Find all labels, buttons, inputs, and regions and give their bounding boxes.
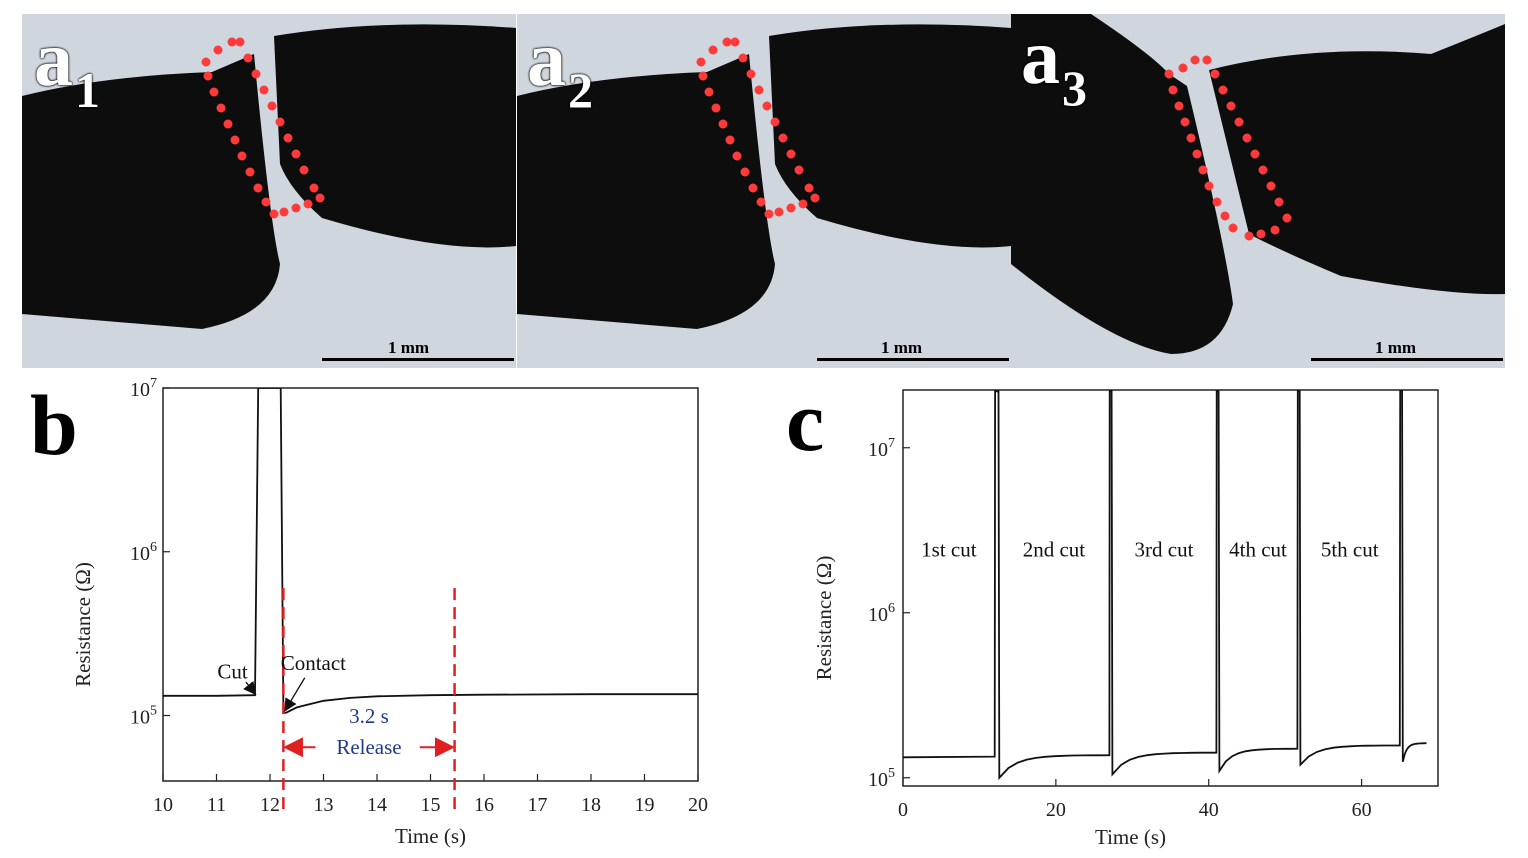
contact-arrow xyxy=(284,677,306,712)
dotted-outline xyxy=(696,37,820,219)
chart-c: 0 20 40 60 105 106 107 Time (s) Resistance (Ω) 1s… xyxy=(812,389,1439,849)
x-tick-label: 0 xyxy=(898,799,908,821)
panel-label-b: b xyxy=(30,377,78,473)
micrograph-a2-image xyxy=(517,24,1011,329)
x-tick-label: 12 xyxy=(260,794,280,816)
panel-label-a2: a2 xyxy=(527,15,593,118)
x-tick-label: 17 xyxy=(528,794,548,816)
dotted-outline xyxy=(1164,55,1292,241)
x-tick-label: 18 xyxy=(581,794,601,816)
y-axis-label: Resistance (Ω) xyxy=(812,556,836,681)
contact-label: Contact xyxy=(281,651,346,675)
x-tick-label: 14 xyxy=(367,794,387,816)
chart-b: 10 11 12 13 14 15 16 17 18 19 20 105 106 107 Time (s) R… xyxy=(71,378,708,848)
cut-label: 2nd cut xyxy=(1023,537,1086,561)
micrograph-a1: a1 1 mm xyxy=(22,14,516,368)
x-tick-label: 11 xyxy=(207,794,226,816)
cut-label: 4th cut xyxy=(1229,537,1287,561)
x-tick-label: 15 xyxy=(421,794,441,816)
micrograph-a3: a3 1 mm xyxy=(1011,14,1505,368)
y-tick-label: 105 xyxy=(130,704,157,729)
x-tick-label: 40 xyxy=(1199,799,1219,821)
plot-frame xyxy=(902,389,1439,787)
cut-arrow xyxy=(243,680,257,696)
x-tick-label: 19 xyxy=(635,794,655,816)
x-tick-label: 13 xyxy=(314,794,334,816)
y-axis-label: Resistance (Ω) xyxy=(71,562,95,687)
resistance-line xyxy=(163,388,698,714)
plot-frame xyxy=(162,387,699,782)
release-label: Release xyxy=(336,735,401,759)
panel-label-a3: a3 xyxy=(1021,14,1087,116)
panel-label-c: c xyxy=(786,373,825,469)
micrograph-a2: a2 1 mm xyxy=(517,14,1011,368)
duration-label: 3.2 s xyxy=(349,704,389,728)
scale-bar-a3 xyxy=(1311,358,1503,361)
cut-label: Cut xyxy=(217,660,248,684)
cut-label: 5th cut xyxy=(1321,537,1379,561)
x-tick-label: 16 xyxy=(474,794,494,816)
cut-label: 1st cut xyxy=(921,537,977,561)
scale-label-a3: 1 mm xyxy=(1375,338,1417,357)
cut-label: 3rd cut xyxy=(1135,537,1194,561)
y-tick-label: 107 xyxy=(130,378,157,401)
y-tick-label: 105 xyxy=(868,766,895,791)
micrograph-a1-image xyxy=(22,24,516,329)
x-tick-label: 10 xyxy=(153,794,173,816)
x-tick-label: 20 xyxy=(688,794,708,816)
dotted-outline xyxy=(201,37,325,219)
y-tick-label: 107 xyxy=(868,436,895,461)
scale-label-a2: 1 mm xyxy=(881,338,923,357)
x-axis-label: Time (s) xyxy=(395,824,466,848)
panel-label-a1: a1 xyxy=(34,15,100,118)
scale-bar-a2 xyxy=(817,358,1009,361)
y-tick-label: 106 xyxy=(130,540,157,565)
scale-label-a1: 1 mm xyxy=(388,338,430,357)
x-tick-label: 20 xyxy=(1046,799,1066,821)
resistance-line xyxy=(903,390,1427,781)
x-tick-label: 60 xyxy=(1352,799,1372,821)
scale-bar-a1 xyxy=(322,358,514,361)
micrograph-a3-image xyxy=(1011,14,1505,354)
y-tick-label: 106 xyxy=(868,601,895,626)
x-axis-label: Time (s) xyxy=(1095,825,1166,849)
